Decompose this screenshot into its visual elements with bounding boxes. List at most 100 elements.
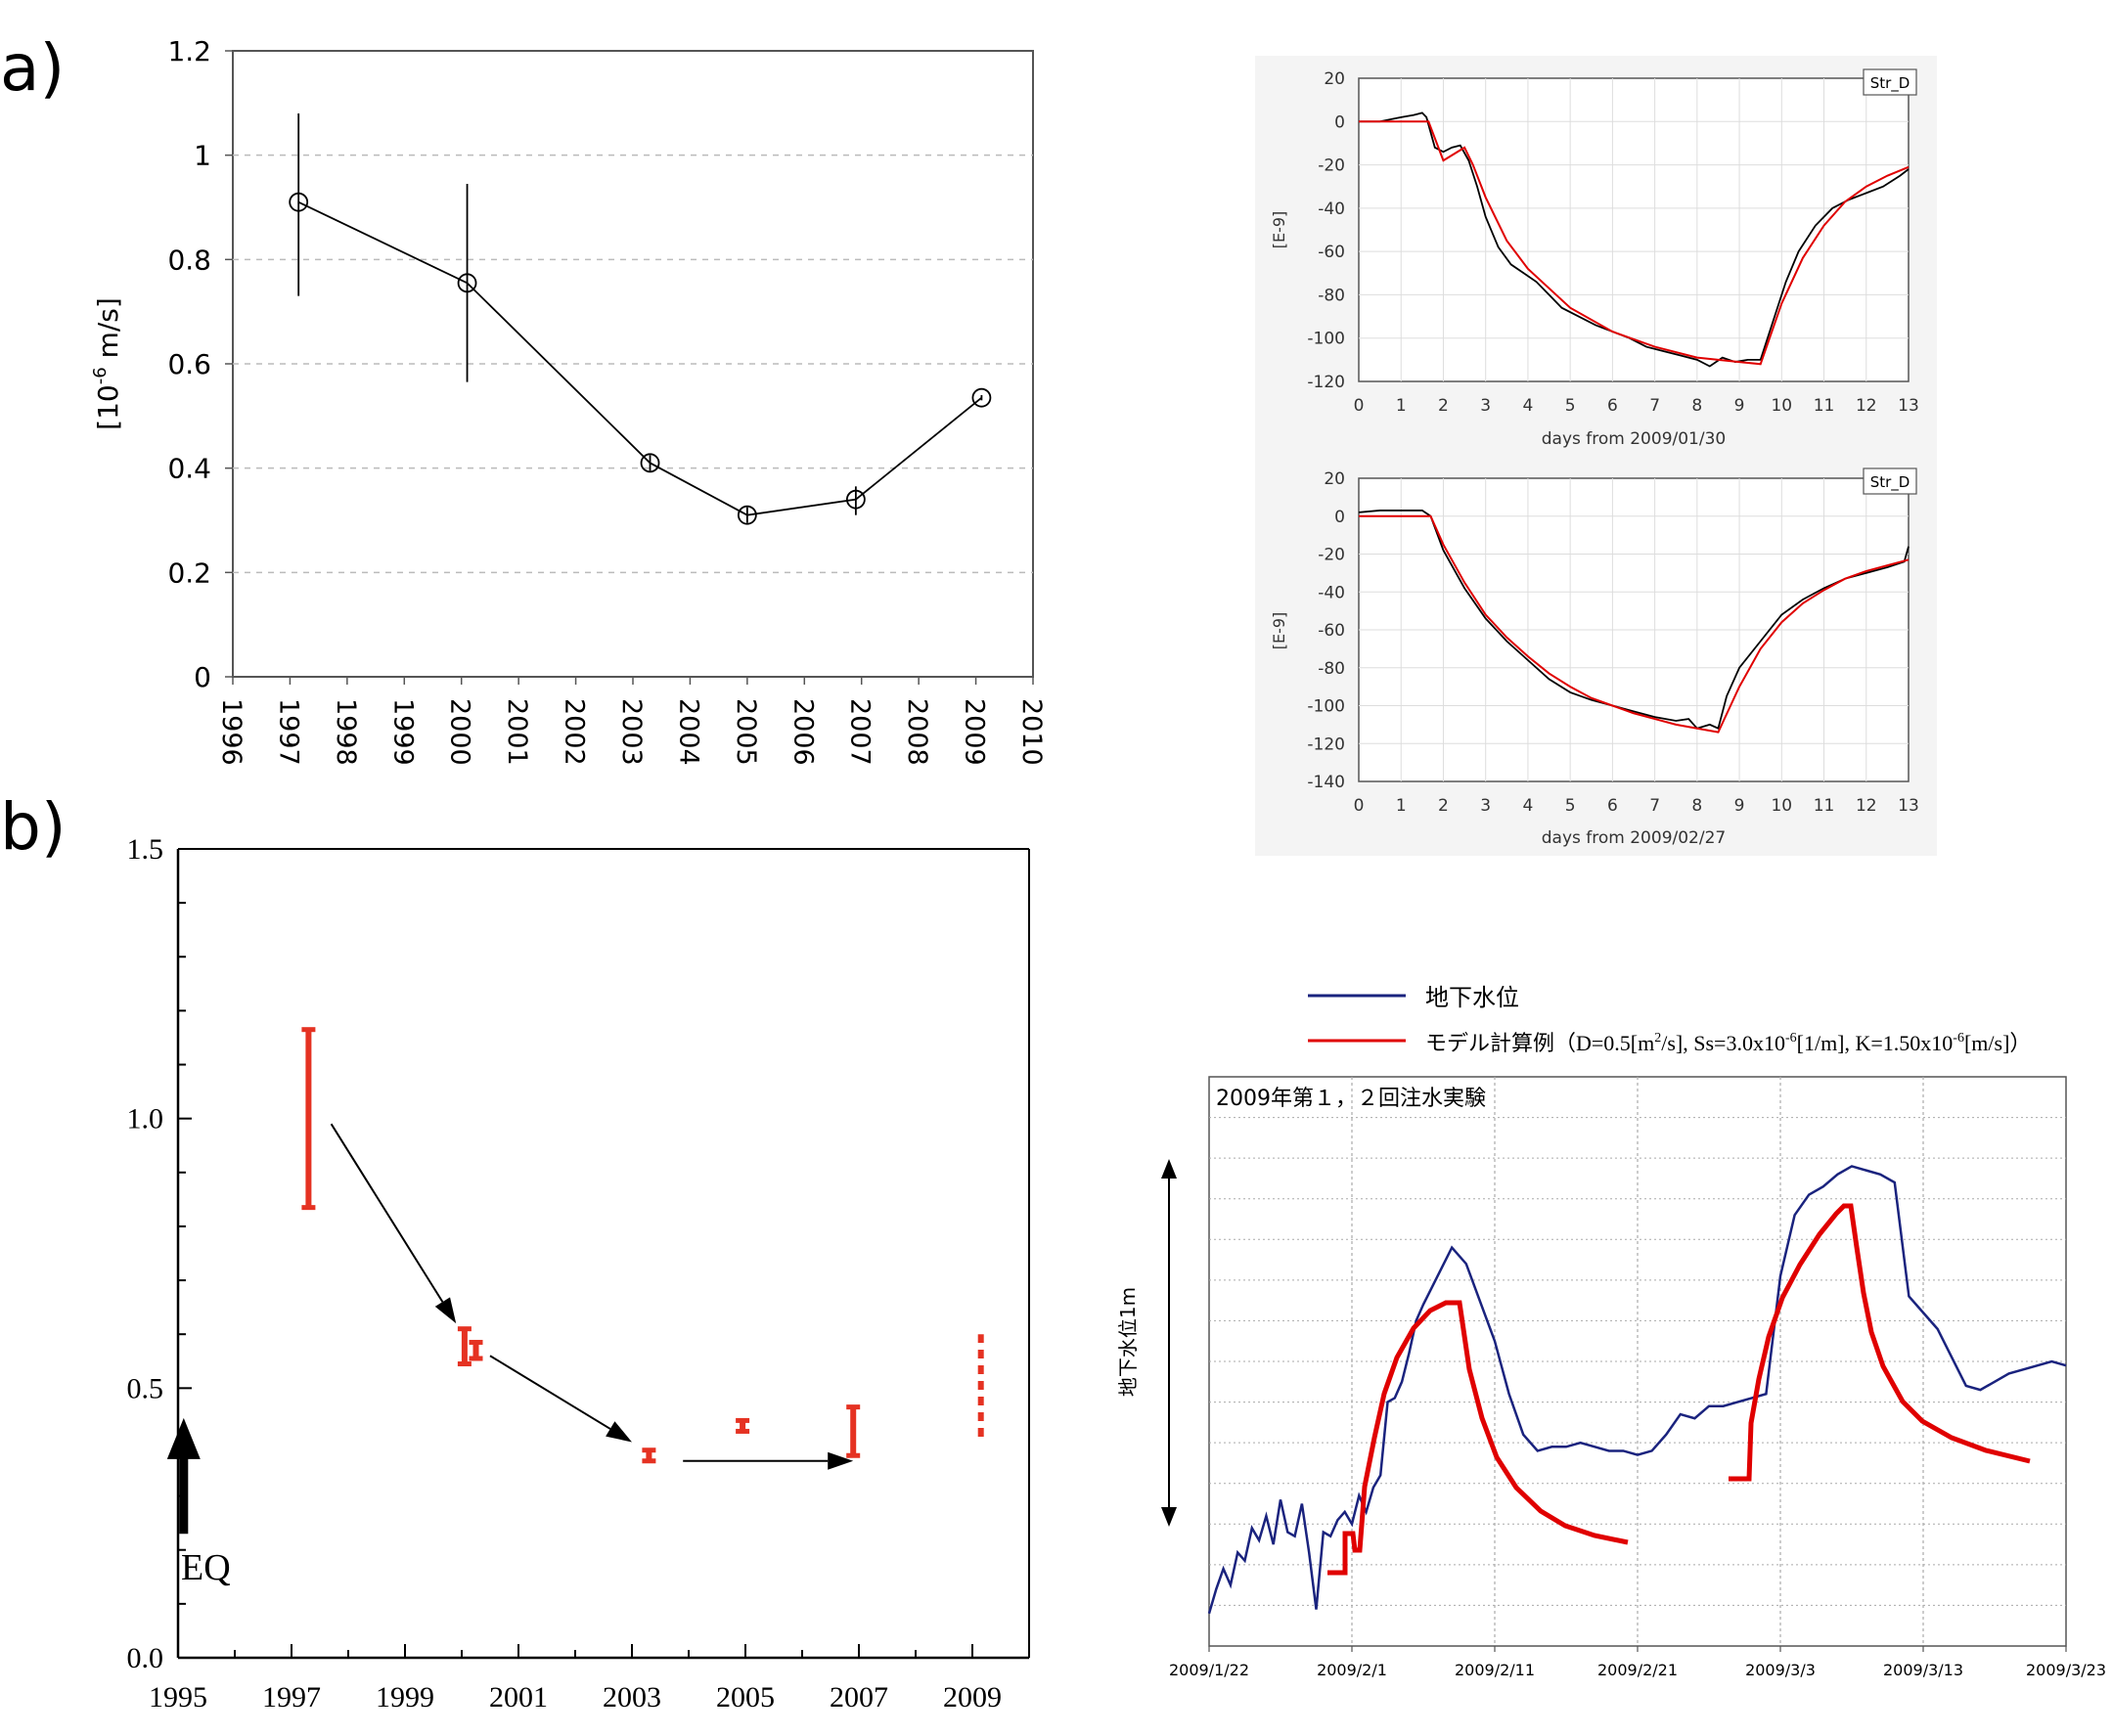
plot-frame [1358, 77, 1910, 382]
x-tick-label: 2004 [673, 698, 703, 766]
y-tick-label: 0.6 [167, 348, 211, 380]
x-tick-label: 2008 [902, 698, 932, 766]
y-tick-label: 0.4 [167, 453, 211, 485]
y-tick-label: 1.2 [167, 35, 211, 67]
x-tick-label: 2005 [716, 1681, 775, 1714]
y-tick-label: -100 [1307, 697, 1345, 717]
x-tick-label: 2010 [1016, 698, 1047, 766]
x-tick-label: 8 [1691, 796, 1702, 816]
data-point [737, 505, 757, 525]
series-observed [1359, 111, 1910, 368]
trend-arrow [330, 1123, 444, 1303]
x-tick-label: 1997 [262, 1681, 321, 1714]
y-axis-label: [10-6 m/s] [90, 297, 124, 430]
trend-arrow-head [606, 1421, 632, 1443]
panel-label-b: b) [0, 789, 67, 865]
x-tick-label: 3 [1480, 796, 1491, 816]
x-tick-label: 11 [1814, 396, 1835, 416]
chart-a-right-bottom: 200-20-40-60-80-100-120-140 0 1 2 3 4 5 6 7 8 9 10… [1255, 455, 1937, 856]
x-tick-label: 1997 [273, 698, 303, 766]
x-tick-label: 12 [1856, 396, 1877, 416]
x-tick-label: 2009/3/3 [1745, 1661, 1816, 1679]
x-tick-label: 0 [1354, 796, 1365, 816]
x-axis-label: days from 2009/01/30 [1542, 429, 1726, 449]
x-tick-label: 2009/1/22 [1169, 1661, 1249, 1679]
trend-arrow-head [434, 1297, 457, 1324]
x-tick-label: 2002 [560, 698, 590, 766]
y-tick-label: 20 [1324, 469, 1345, 489]
x-tick-label: 2003 [616, 698, 647, 766]
trend-arrow [489, 1355, 611, 1430]
x-tick-label: 5 [1565, 396, 1576, 416]
series-model [1359, 514, 1910, 734]
x-tick-label: 13 [1898, 796, 1919, 816]
legend-label-model: モデル計算例（D=0.5[m2/s], Ss=3.0x10-6[1/m], K=… [1425, 1031, 2031, 1055]
y-tick-label: -140 [1307, 773, 1345, 792]
panel-label-a: a) [0, 30, 65, 106]
y-tick-label: 20 [1324, 69, 1345, 89]
x-tick-label: 4 [1523, 796, 1534, 816]
legend-label-groundwater: 地下水位 [1425, 984, 1519, 1011]
x-tick-label: 1 [1396, 796, 1407, 816]
x-tick-label: 2009 [960, 698, 990, 766]
x-tick-label: 13 [1898, 396, 1919, 416]
data-point [457, 273, 477, 293]
chart-b-right: 地下水位 モデル計算例（D=0.5[m2/s], Ss=3.0x10-6[1/m… [1116, 984, 2106, 1679]
y-tick-label: -80 [1318, 659, 1345, 679]
legend-box [1863, 68, 1917, 96]
chart-b-main: 0.0 0.5 1.0 1.5 1995 1997 1999 2001 2003 2005 200… [127, 833, 1030, 1714]
y-tick-label: -60 [1318, 243, 1345, 262]
legend-label: Str_D [1870, 473, 1910, 492]
x-tick-label: 8 [1691, 396, 1702, 416]
x-tick-label: 6 [1607, 396, 1618, 416]
y-tick-label: 1.0 [127, 1103, 164, 1135]
y-tick-label: 1.5 [127, 833, 164, 866]
x-tick-label: 2009/3/23 [2026, 1661, 2106, 1679]
x-tick-label: 1996 [216, 698, 247, 766]
chart-a-main: 0 0.2 0.4 0.6 0.8 1 1.2 1996 1997 1998 1999 2000 20… [90, 35, 1047, 766]
x-tick-label: 6 [1607, 796, 1618, 816]
y-tick-label: -80 [1318, 286, 1345, 305]
x-tick-label: 2007 [830, 1681, 888, 1714]
y-tick-label: 0.5 [127, 1372, 164, 1404]
y-tick-label: -100 [1307, 330, 1345, 349]
x-tick-label: 7 [1649, 796, 1660, 816]
x-tick-label: 2009 [943, 1681, 1002, 1714]
data-point [289, 192, 309, 212]
legend-label: Str_D [1870, 74, 1910, 93]
legend-box [1863, 467, 1917, 495]
y-tick-label: -60 [1318, 621, 1345, 641]
y-tick-label: -40 [1318, 583, 1345, 602]
chart-title: 2009年第１，２回注水実験 [1216, 1087, 1486, 1111]
x-tick-label: 2000 [445, 698, 475, 766]
eq-arrow-head [166, 1417, 201, 1459]
y-tick-label: 0 [1334, 112, 1345, 132]
x-axis-label: days from 2009/02/27 [1542, 828, 1726, 848]
x-tick-label: 2001 [502, 698, 532, 766]
x-tick-label: 1 [1396, 396, 1407, 416]
data-point [640, 453, 660, 473]
x-tick-label: 3 [1480, 396, 1491, 416]
x-tick-label: 0 [1354, 396, 1365, 416]
y-axis-label: [E-9] [1270, 211, 1288, 249]
x-tick-label: 2009/2/21 [1597, 1661, 1678, 1679]
x-tick-label: 2005 [731, 698, 761, 766]
chart-a-right-top: 200-20-40-60-80-100-120 0 1 2 3 4 5 6 7 8 9 10 11 12… [1255, 56, 1937, 455]
x-tick-label: 2009/2/11 [1455, 1661, 1535, 1679]
data-point [845, 489, 866, 510]
y-tick-label: -20 [1318, 156, 1345, 176]
x-tick-label: 2 [1438, 396, 1449, 416]
x-tick-label: 1998 [331, 698, 361, 766]
x-tick-label: 12 [1856, 796, 1877, 816]
y-tick-label: -40 [1318, 200, 1345, 219]
x-tick-label: 2003 [603, 1681, 661, 1714]
data-point [971, 387, 992, 408]
series-groundwater [1207, 1165, 2067, 1615]
x-tick-label: 2006 [787, 698, 818, 766]
x-tick-label: 1995 [149, 1681, 207, 1714]
x-tick-label: 10 [1771, 396, 1792, 416]
x-tick-label: 2001 [489, 1681, 548, 1714]
y-tick-label: -20 [1318, 546, 1345, 565]
x-tick-label: 2009/3/13 [1883, 1661, 1963, 1679]
